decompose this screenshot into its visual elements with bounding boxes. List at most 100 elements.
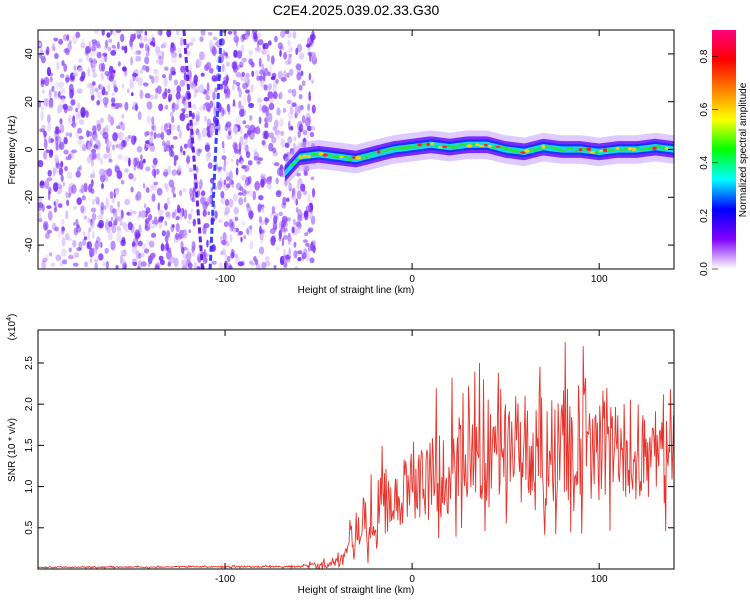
noise-speckle (153, 181, 158, 186)
noise-speckle (304, 117, 311, 127)
noise-speckle (110, 50, 117, 56)
noise-speckle (253, 148, 258, 153)
noise-speckle (138, 252, 142, 259)
noise-speckle (229, 179, 234, 185)
noise-speckle (298, 52, 305, 60)
noise-speckle (132, 261, 138, 266)
noise-speckle (173, 79, 179, 86)
noise-speckle (124, 101, 129, 111)
noise-speckle (270, 55, 275, 65)
noise-speckle (101, 62, 106, 72)
noise-speckle (48, 210, 53, 221)
ridge-core-blob (401, 145, 406, 150)
noise-speckle (59, 123, 65, 134)
noise-speckle (65, 132, 70, 137)
ridge-core-blob (364, 155, 369, 159)
noise-speckle (160, 243, 165, 252)
noise-speckle (144, 219, 148, 229)
noise-speckle (263, 84, 268, 91)
noise-speckle (278, 169, 284, 177)
noise-speckle (38, 217, 43, 223)
noise-speckle (192, 218, 196, 227)
noise-speckle (125, 228, 129, 233)
noise-speckle (200, 72, 205, 77)
noise-speckle (225, 61, 231, 67)
noise-speckle (259, 103, 262, 112)
noise-speckle (118, 142, 122, 151)
noise-speckle (183, 209, 188, 220)
ridge-core-blob (586, 147, 592, 151)
noise-speckle (150, 254, 155, 260)
noise-speckle (154, 125, 157, 132)
noise-speckle (295, 63, 302, 71)
noise-speckle (235, 81, 241, 87)
noise-speckle (239, 135, 244, 146)
noise-speckle (201, 127, 208, 138)
noise-speckle (39, 53, 42, 59)
noise-speckle (190, 80, 196, 90)
noise-speckle (292, 88, 297, 97)
ridge-core-blob (644, 147, 649, 150)
noise-speckle (121, 113, 125, 119)
noise-speckle (299, 124, 304, 133)
noise-speckle (116, 208, 123, 213)
noise-speckle (167, 262, 171, 267)
noise-speckle (149, 74, 152, 80)
noise-speckle (209, 67, 214, 74)
noise-speckle (92, 169, 95, 178)
noise-speckle (251, 70, 255, 77)
noise-speckle (295, 228, 301, 234)
noise-speckle (151, 193, 156, 202)
noise-speckle (104, 91, 109, 96)
noise-speckle (112, 80, 117, 85)
ridge-core-blob (566, 147, 570, 150)
ridge-core-blob (289, 162, 296, 166)
ridge-core-blob (360, 156, 364, 159)
ridge-core-blob (463, 144, 468, 147)
noise-speckle (182, 253, 188, 260)
noise-speckle (41, 204, 45, 213)
noise-speckle (287, 32, 293, 39)
noise-speckle (245, 151, 251, 159)
ridge-core-blob (491, 146, 497, 149)
noise-speckle (275, 190, 282, 198)
noise-speckle (308, 91, 311, 99)
noise-speckle (45, 149, 50, 154)
ridge-core-blob (508, 148, 513, 152)
noise-speckle (220, 191, 225, 199)
noise-speckle (249, 114, 254, 121)
noise-speckle (87, 142, 92, 152)
noise-speckle (279, 91, 283, 100)
noise-speckle (180, 95, 187, 100)
colorbar-ticks: 0.0 0.2 0.4 0.6 0.8 (699, 49, 718, 276)
noise-speckle (47, 190, 51, 201)
noise-speckle (166, 122, 172, 128)
noise-speckle (164, 88, 168, 97)
noise-speckle (181, 98, 185, 104)
noise-speckle (171, 51, 178, 59)
noise-speckle (107, 140, 112, 149)
noise-speckle (109, 69, 114, 80)
noise-speckle (213, 77, 219, 82)
noise-speckle (308, 202, 314, 213)
noise-speckle (281, 237, 285, 247)
noise-speckle (188, 41, 194, 46)
noise-speckle (88, 41, 92, 50)
noise-speckle (129, 209, 133, 217)
noise-speckle (236, 158, 239, 166)
noise-speckle (107, 232, 113, 241)
noise-speckle (110, 30, 113, 35)
noise-speckle (65, 156, 70, 161)
noise-speckle (54, 156, 60, 162)
ridge-core-blob (594, 151, 600, 155)
noise-speckle (87, 217, 91, 224)
noise-speckle (218, 103, 222, 113)
noise-speckle (170, 224, 175, 233)
noise-speckle (297, 209, 303, 219)
noise-speckle (214, 210, 218, 219)
ridge-core-blob (384, 149, 390, 152)
ridge-core-blob (388, 147, 394, 151)
noise-speckle (90, 179, 94, 187)
noise-speckle (81, 195, 86, 201)
noise-speckle (69, 237, 72, 242)
